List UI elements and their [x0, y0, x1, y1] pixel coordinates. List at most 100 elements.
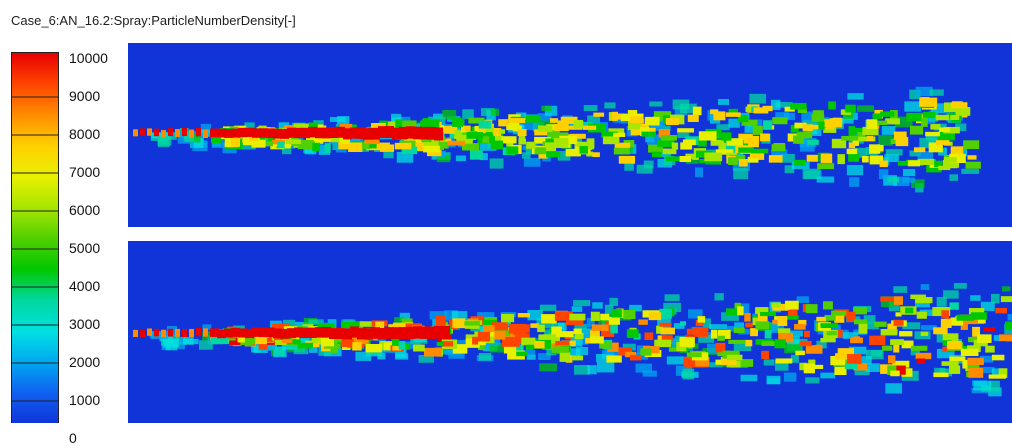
spray-cell — [413, 336, 427, 343]
spray-cell — [942, 160, 960, 168]
spray-cell — [523, 157, 541, 167]
spray-cell — [508, 118, 526, 124]
spray-cell — [573, 364, 590, 375]
spray-cell — [802, 120, 814, 128]
spray-plume-bottom — [133, 283, 1012, 397]
spray-cell — [249, 135, 259, 141]
spray-cell — [414, 142, 432, 151]
spray-cell — [716, 124, 730, 131]
spray-cell — [764, 329, 772, 339]
spray-core-cell — [140, 330, 145, 338]
spray-cell — [861, 155, 869, 163]
spray-cell — [365, 343, 382, 353]
spray-cell — [943, 126, 960, 134]
spray-cell — [893, 319, 904, 326]
spray-cell — [573, 119, 584, 129]
spray-core-cell — [392, 127, 401, 140]
spray-cell — [566, 316, 584, 326]
spray-core-cell — [280, 128, 289, 139]
spray-cell — [785, 315, 799, 320]
spray-cell — [955, 123, 967, 132]
spray-cell — [823, 119, 838, 128]
spray-cell — [538, 334, 554, 342]
spray-cell — [526, 141, 536, 149]
spray-cell — [698, 131, 717, 141]
spray-cell — [872, 113, 883, 120]
colorbar-gradient — [12, 53, 58, 423]
spray-core-cell — [364, 328, 373, 340]
spray-cell — [816, 316, 826, 322]
spray-cell — [770, 99, 781, 111]
spray-cell — [518, 135, 526, 142]
spray-cell — [968, 368, 984, 378]
spray-core-cell — [210, 328, 219, 337]
spray-cell — [916, 311, 927, 319]
spray-cell — [698, 137, 707, 147]
spray-cell — [516, 344, 524, 354]
spray-cell — [933, 327, 948, 335]
spray-cell — [820, 372, 836, 379]
spray-cell — [490, 108, 500, 116]
spray-cell — [771, 302, 781, 308]
spray-cell — [745, 106, 752, 113]
spray-core-cell — [343, 328, 352, 340]
spray-cell — [990, 293, 1000, 304]
spray-cell — [402, 120, 417, 130]
spray-cell — [318, 145, 331, 155]
spray-core-cell — [427, 326, 436, 340]
spray-core-cell — [203, 328, 208, 337]
spray-cell — [557, 151, 571, 161]
spray-cell — [935, 140, 950, 145]
spray-cell — [659, 308, 672, 319]
spray-cell — [812, 110, 824, 117]
spray-cell — [578, 328, 594, 339]
spray-cell — [919, 309, 937, 316]
spray-cell — [448, 349, 465, 359]
spray-cell — [778, 332, 793, 343]
spray-cell — [880, 296, 894, 308]
spray-cell — [956, 314, 975, 321]
spray-cell — [578, 121, 592, 129]
spray-cell — [930, 124, 941, 130]
spray-cell — [745, 339, 753, 347]
spray-cell — [853, 128, 869, 135]
spray-cell — [632, 122, 641, 130]
spray-cell — [309, 346, 318, 353]
spray-cell — [863, 315, 876, 324]
spray-core-cell — [161, 329, 166, 338]
spray-cell — [834, 366, 847, 376]
spray-cell — [950, 317, 960, 326]
spray-cell — [840, 117, 854, 124]
spray-cell — [749, 93, 767, 104]
spray-cell — [745, 322, 753, 328]
spray-cell — [861, 356, 872, 365]
spray-cell — [848, 142, 856, 149]
spray-cell — [880, 296, 895, 302]
spray-cell — [436, 342, 443, 347]
spray-cell — [582, 125, 597, 130]
spray-cell — [798, 319, 807, 326]
spray-cell — [484, 317, 498, 322]
spray-cell — [771, 144, 786, 152]
spray-cell — [949, 302, 959, 310]
spray-cell — [524, 350, 536, 356]
spray-cell — [436, 155, 451, 163]
spray-cell — [998, 334, 1012, 342]
spray-core-cell — [315, 327, 324, 338]
spray-cell — [399, 312, 410, 322]
spray-cell — [911, 345, 928, 351]
spray-cell — [569, 133, 586, 139]
spray-core-cell — [301, 127, 310, 139]
spray-core-cell — [217, 128, 226, 138]
spray-cell — [679, 155, 692, 163]
spray-cell — [847, 93, 864, 100]
spray-cell — [710, 139, 725, 146]
spray-cell — [880, 329, 898, 336]
spray-cell — [590, 336, 604, 344]
spray-cell — [498, 129, 506, 134]
spray-cell — [757, 313, 768, 323]
spray-cell — [902, 169, 916, 177]
spray-cell — [775, 359, 789, 371]
spray-cell — [642, 370, 657, 377]
spray-cell — [507, 339, 524, 344]
